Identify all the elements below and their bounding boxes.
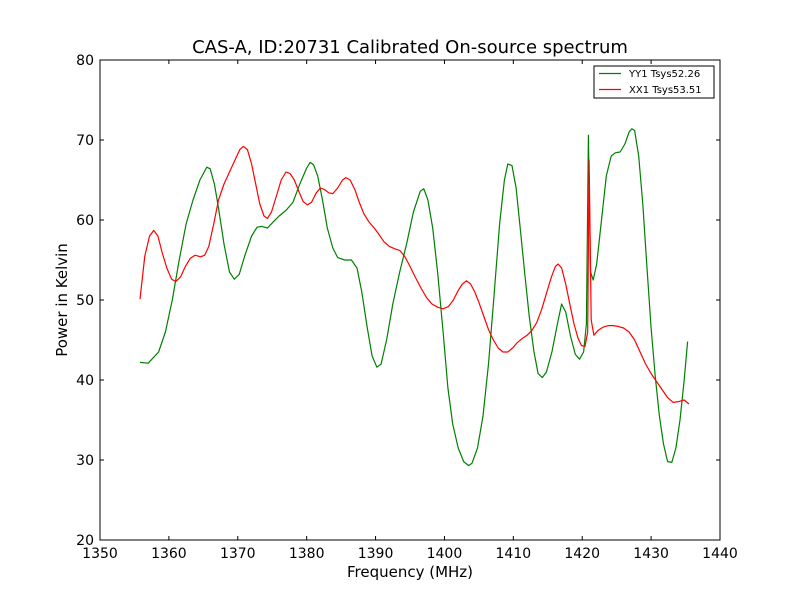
x-tick-label: 1360: [151, 546, 187, 562]
x-tick-label: 1380: [289, 546, 325, 562]
series-line-xx1: [139, 145, 690, 405]
chart-title: CAS-A, ID:20731 Calibrated On-source spe…: [192, 37, 628, 58]
y-tick-label: 60: [76, 213, 94, 229]
y-axis-label: Power in Kelvin: [53, 243, 71, 357]
y-tick-label: 30: [76, 453, 94, 469]
plot-area: [139, 128, 690, 467]
x-tick-label: 1370: [220, 546, 256, 562]
x-tick-label: 1430: [633, 546, 669, 562]
series-line-yy1: [139, 128, 689, 467]
y-tick-label: 70: [76, 133, 94, 149]
x-tick-label: 1390: [358, 546, 394, 562]
legend: YY1 Tsys52.26 XX1 Tsys53.51: [593, 65, 715, 99]
x-tick-label: 1420: [564, 546, 600, 562]
y-tick-label: 40: [76, 373, 94, 389]
x-tick-label: 1400: [427, 546, 463, 562]
y-tick-label: 20: [76, 533, 94, 549]
x-tick-label: 1440: [702, 546, 738, 562]
x-tick-label: 1410: [496, 546, 532, 562]
x-tick-label: 1350: [82, 546, 118, 562]
legend-label-xx1: XX1 Tsys53.51: [629, 85, 702, 96]
legend-label-yy1: YY1 Tsys52.26: [628, 69, 700, 80]
x-axis-label: Frequency (MHz): [347, 563, 473, 581]
y-tick-label: 80: [76, 53, 94, 69]
legend-box: [593, 65, 715, 99]
axis-ticks: 1350 1360 1370 1380 1390 1400 1410 1420 1430 1440…: [76, 53, 738, 562]
y-tick-label: 50: [76, 293, 94, 309]
